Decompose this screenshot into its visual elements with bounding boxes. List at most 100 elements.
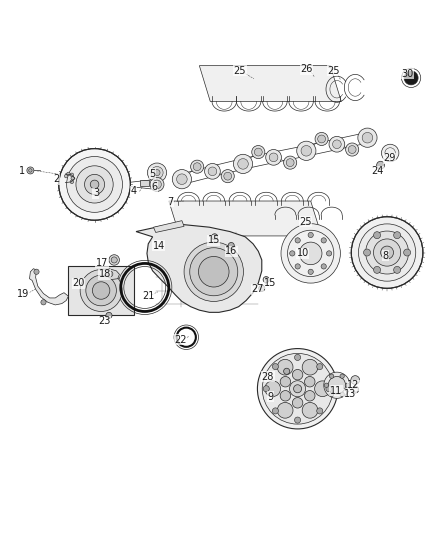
Circle shape [292,398,303,408]
Circle shape [295,238,300,243]
Circle shape [28,169,32,172]
Circle shape [374,239,401,266]
Circle shape [304,376,315,387]
Text: 14: 14 [152,240,165,251]
Circle shape [381,144,399,161]
Text: 25: 25 [234,66,246,76]
Polygon shape [141,181,149,185]
Circle shape [269,153,278,161]
Circle shape [262,353,333,424]
Circle shape [326,386,332,392]
Text: 18: 18 [99,269,111,279]
Text: 20: 20 [72,278,85,288]
Circle shape [293,385,302,393]
Circle shape [172,169,191,189]
Circle shape [258,349,338,429]
Circle shape [224,172,232,180]
Circle shape [329,374,334,378]
Polygon shape [136,224,262,312]
Circle shape [318,135,325,143]
Circle shape [321,264,326,269]
Circle shape [286,159,294,166]
Text: 4: 4 [131,187,137,196]
Circle shape [300,242,322,265]
Circle shape [67,157,123,212]
Circle shape [27,167,34,174]
Circle shape [263,386,269,392]
Text: 22: 22 [174,335,187,345]
Circle shape [351,376,360,384]
Circle shape [352,386,359,393]
Text: 23: 23 [99,316,111,326]
Circle shape [315,132,328,146]
Polygon shape [199,66,341,101]
Circle shape [394,266,401,273]
Circle shape [76,166,113,203]
Circle shape [71,176,74,180]
Text: 28: 28 [262,372,274,382]
Circle shape [404,249,411,256]
Text: 25: 25 [327,66,339,76]
Circle shape [198,256,229,287]
Circle shape [297,141,316,160]
Circle shape [301,146,311,156]
Circle shape [326,251,332,256]
Circle shape [151,166,163,179]
Text: 29: 29 [383,153,396,163]
Circle shape [329,392,334,397]
Text: 12: 12 [347,380,360,390]
Circle shape [302,402,318,418]
Text: 7: 7 [167,197,173,207]
Circle shape [304,391,315,401]
Circle shape [191,160,204,173]
Text: 30: 30 [402,69,414,78]
Text: 2: 2 [53,174,60,184]
Circle shape [265,381,281,397]
Circle shape [324,383,328,387]
Circle shape [228,243,234,248]
Circle shape [70,180,74,183]
Polygon shape [29,269,68,305]
Circle shape [86,275,117,306]
Circle shape [364,249,371,256]
Circle shape [277,359,293,375]
Text: 26: 26 [300,64,312,74]
Circle shape [190,248,238,296]
Polygon shape [169,201,321,236]
Circle shape [272,408,279,414]
Circle shape [259,285,265,292]
Text: 16: 16 [225,246,237,256]
Circle shape [205,164,220,179]
Text: 21: 21 [142,291,155,301]
Circle shape [272,364,279,370]
Circle shape [41,300,46,305]
Circle shape [292,369,303,380]
Text: 24: 24 [371,166,383,176]
Circle shape [254,148,262,156]
Circle shape [233,154,253,174]
Circle shape [374,266,381,273]
Circle shape [193,163,201,171]
Circle shape [70,173,74,176]
Text: 1: 1 [18,166,25,176]
Circle shape [340,392,344,397]
Circle shape [263,277,269,282]
Text: 17: 17 [96,258,108,268]
Circle shape [67,172,70,176]
Circle shape [324,372,350,398]
Text: 8: 8 [383,251,389,261]
Circle shape [358,224,416,281]
Circle shape [290,251,295,256]
Circle shape [111,257,117,263]
Circle shape [212,234,218,240]
Text: 15: 15 [264,278,277,288]
Circle shape [177,174,187,184]
Circle shape [295,264,300,269]
Circle shape [154,169,160,176]
Polygon shape [68,265,134,316]
Circle shape [252,146,265,159]
Polygon shape [153,221,184,232]
Circle shape [184,242,244,302]
Circle shape [329,136,345,152]
Circle shape [34,269,39,274]
